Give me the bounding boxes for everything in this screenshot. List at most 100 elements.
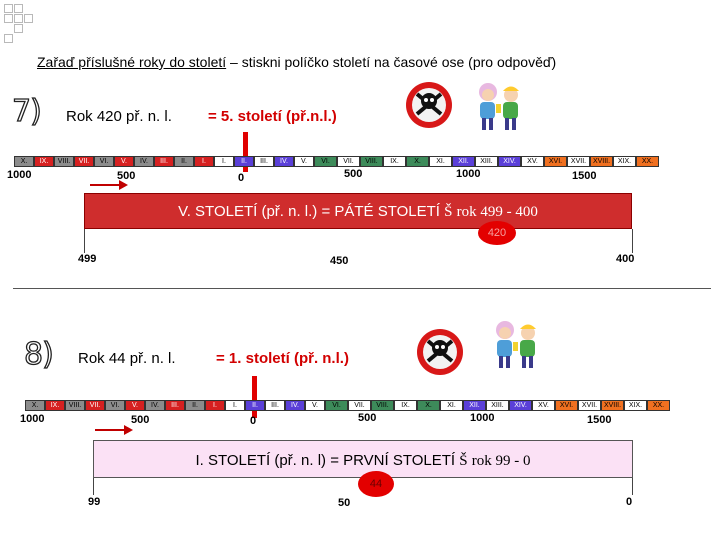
task-answer: = 1. století (př. n.l.) [216,350,349,367]
century-cell[interactable]: XIV. [509,400,532,411]
century-cell[interactable]: XX. [647,400,670,411]
timeline-tick: 1000 [20,413,45,425]
century-cell[interactable]: XVIII. [601,400,624,411]
century-cell[interactable]: V. [114,156,134,167]
century-cell[interactable]: II. [234,156,254,167]
century-cell[interactable]: V. [294,156,314,167]
century-cell[interactable]: VIII. [54,156,74,167]
century-cell[interactable]: VI. [94,156,114,167]
century-cell[interactable]: XII. [452,156,475,167]
century-cell[interactable]: X. [406,156,429,167]
year-marker-bar [243,132,248,172]
century-cell[interactable]: I. [225,400,245,411]
scale-line [632,229,633,253]
century-cell[interactable]: II. [245,400,265,411]
century-cell[interactable]: XIV. [498,156,521,167]
century-cell[interactable]: III. [154,156,174,167]
direction-arrow-head [119,180,128,190]
timeline-tick: 0 [250,415,257,427]
century-cell[interactable]: XVIII. [590,156,613,167]
century-cell[interactable]: XII. [463,400,486,411]
century-cell[interactable]: X. [14,156,34,167]
task-answer: = 5. století (př.n.l.) [208,108,337,125]
century-cell[interactable]: I. [194,156,214,167]
century-cell[interactable]: IV. [145,400,165,411]
century-cell[interactable]: VI. [325,400,348,411]
century-cell[interactable]: VII. [337,156,360,167]
timeline-tick: 500 [131,414,150,426]
scale-label: 499 [78,253,97,265]
century-cell[interactable]: XVI. [544,156,567,167]
century-cell[interactable]: III. [254,156,274,167]
century-cell[interactable]: XV. [532,400,555,411]
century-cell[interactable]: VII. [85,400,105,411]
century-cell[interactable]: XIII. [486,400,509,411]
century-cell[interactable]: V. [305,400,325,411]
century-cell[interactable]: I. [214,156,234,167]
century-answer-box[interactable]: I. STOLETÍ (př. n. l) = PRVNÍ STOLETÍ Š … [93,440,633,478]
century-cell[interactable]: VI. [314,156,337,167]
timeline-tick: 1000 [7,169,32,181]
timeline-tick: 500 [358,412,377,424]
century-cell[interactable]: XVII. [567,156,590,167]
century-cell[interactable]: III. [165,400,185,411]
century-cell[interactable]: XX. [636,156,659,167]
century-cell[interactable]: IV. [134,156,154,167]
century-cell[interactable]: X. [417,400,440,411]
century-cell[interactable]: XIX. [624,400,647,411]
century-cell[interactable]: IX. [34,156,54,167]
direction-arrow-line [95,429,125,431]
century-cell[interactable]: IX. [45,400,65,411]
year-circle: 44 [358,471,394,497]
year-circle: 420 [478,221,516,245]
century-cell[interactable]: V. [125,400,145,411]
timeline-tick: 1000 [456,168,481,180]
century-cell[interactable]: XIX. [613,156,636,167]
century-box-arrow: Š [459,453,468,469]
scale-label: 99 [88,496,101,508]
timeline-tick: 1000 [470,412,495,424]
corner-square-7 [4,34,13,43]
corner-square-4 [14,14,23,23]
scale-line [632,478,633,495]
century-cell[interactable]: III. [265,400,285,411]
scale-label: 400 [616,253,635,265]
timeline-tick: 1500 [572,170,597,182]
century-cell[interactable]: VI. [105,400,125,411]
century-cell[interactable]: IX. [394,400,417,411]
century-cell[interactable]: II. [185,400,205,411]
century-cell[interactable]: II. [174,156,194,167]
century-cell[interactable]: VII. [348,400,371,411]
century-cell[interactable]: I. [205,400,225,411]
timeline: X. IX. VIII. VII. VI. V. IV. III. II. I. I. II. III.… [25,400,670,411]
century-cell[interactable]: VII. [74,156,94,167]
century-cell[interactable]: IV. [274,156,294,167]
task-text: Rok 420 př. n. l. [66,108,172,125]
century-cell[interactable]: VIII. [360,156,383,167]
century-answer-box[interactable]: V. STOLETÍ (př. n. l.) = PÁTÉ STOLETÍ Š … [84,193,632,229]
corner-square-2 [14,4,23,13]
section-divider [13,288,711,289]
century-cell[interactable]: XV. [521,156,544,167]
century-cell[interactable]: VIII. [371,400,394,411]
poison-skull-icon [404,80,454,130]
year-marker-bar [252,376,257,418]
century-cell[interactable]: XVII. [578,400,601,411]
century-cell[interactable]: X. [25,400,45,411]
task-text: Rok 44 př. n. l. [78,350,176,367]
kids-cartoon-icon [487,316,545,374]
century-cell[interactable]: XI. [429,156,452,167]
timeline-tick: 1500 [587,414,612,426]
century-cell[interactable]: XI. [440,400,463,411]
century-cell[interactable]: XIII. [475,156,498,167]
century-cell[interactable]: IV. [285,400,305,411]
century-box-arrow: Š [444,204,453,220]
century-box-text: I. STOLETÍ (př. n. l) = PRVNÍ STOLETÍ [195,452,456,469]
timeline-tick: 500 [117,170,136,182]
scale-label: 450 [330,255,349,267]
century-cell[interactable]: VIII. [65,400,85,411]
century-cell[interactable]: IX. [383,156,406,167]
timeline: X. IX. VIII. VII. VI. V. IV. III. II. I. I. II. III.… [14,156,659,167]
scale-line [93,478,94,495]
century-cell[interactable]: XVI. [555,400,578,411]
